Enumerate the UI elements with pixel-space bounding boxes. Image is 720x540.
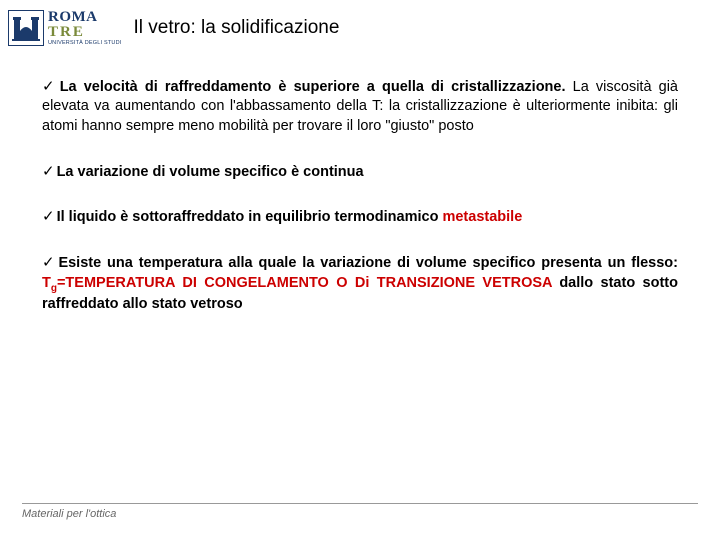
logo-text: ROMA TRE UNIVERSITÀ DEGLI STUDI	[48, 10, 121, 47]
logo-tre: TRE	[48, 25, 121, 40]
bullet-4: ✓Esiste una temperatura alla quale la va…	[42, 253, 678, 315]
header: ROMA TRE UNIVERSITÀ DEGLI STUDI Il vetro…	[0, 0, 720, 47]
footer-text: Materiali per l'ottica	[22, 508, 698, 520]
footer-divider	[22, 503, 698, 504]
bullet-4-c: =TEMPERATURA DI CONGELAMENTO O Di TRANSI…	[57, 275, 552, 291]
bullet-4-tg-t: T	[42, 275, 51, 291]
logo-roma: ROMA	[48, 10, 121, 25]
logo-gate-icon	[8, 10, 44, 46]
check-icon: ✓	[42, 78, 58, 95]
check-icon: ✓	[42, 208, 55, 225]
check-icon: ✓	[42, 163, 55, 180]
bullet-3-metastabile: metastabile	[442, 209, 522, 225]
bullet-1-bold: La velocità di raffreddamento è superior…	[60, 79, 566, 95]
footer: Materiali per l'ottica	[22, 503, 698, 520]
bullet-3-a: Il liquido è sottoraffreddato in equilib…	[57, 209, 443, 225]
university-logo: ROMA TRE UNIVERSITÀ DEGLI STUDI	[8, 10, 121, 47]
bullet-1: ✓La velocità di raffreddamento è superio…	[42, 77, 678, 137]
bullet-2-text: La variazione di volume specifico è cont…	[57, 164, 364, 180]
bullet-3: ✓Il liquido è sottoraffreddato in equili…	[42, 207, 678, 228]
check-icon: ✓	[42, 254, 56, 271]
logo-subtitle: UNIVERSITÀ DEGLI STUDI	[48, 41, 121, 47]
slide-title: Il vetro: la solidificazione	[133, 17, 339, 39]
bullet-2: ✓La variazione di volume specifico è con…	[42, 162, 678, 183]
bullet-4-a: Esiste una temperatura alla quale la var…	[58, 255, 678, 271]
slide-content: ✓La velocità di raffreddamento è superio…	[0, 47, 720, 315]
